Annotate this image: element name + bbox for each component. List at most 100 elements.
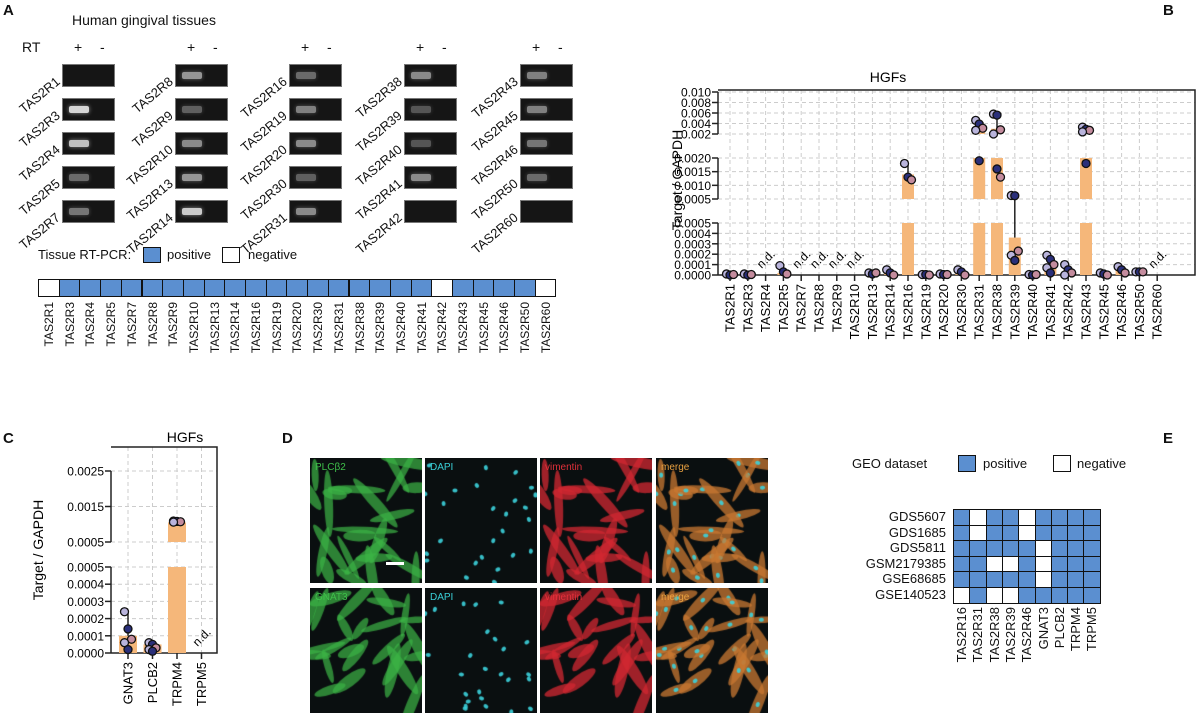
- microscopy-image: merge: [656, 588, 768, 713]
- data-point: [899, 158, 910, 169]
- bar: [1080, 223, 1092, 275]
- bar: [1080, 158, 1092, 199]
- channel-label: vimentin: [545, 462, 583, 473]
- data-point: [1031, 269, 1041, 280]
- geo-column-label: TAS2R39: [1002, 607, 1018, 663]
- strip-label: TAS2R14: [228, 302, 243, 354]
- strip-cell: [348, 279, 371, 297]
- geo-column-label: TAS2R16: [954, 607, 969, 663]
- geo-column-label: GNAT3: [1035, 607, 1051, 650]
- gel-band: [411, 140, 431, 147]
- x-tick-label: TAS2R13: [865, 284, 880, 339]
- x-tick-label: TAS2R50: [1132, 284, 1147, 339]
- rt-minus-label: -: [100, 39, 105, 55]
- geo-cell: [1067, 540, 1085, 557]
- y-tick-label: 0.0001: [674, 258, 711, 272]
- geo-cell: [969, 524, 988, 542]
- strip-label: TAS2R4: [83, 302, 98, 347]
- strip-label: TAS2R16: [249, 302, 263, 354]
- strip-label: TAS2R60: [538, 302, 553, 354]
- x-tick-label: TAS2R60: [1150, 284, 1165, 339]
- data-point: [971, 125, 981, 135]
- geo-cell: [1083, 524, 1102, 542]
- microscopy-canvas: [310, 588, 422, 713]
- gel-image: [404, 64, 457, 87]
- geo-legend-negative-label: negative: [1077, 456, 1127, 471]
- strip-label: TAS2R19: [269, 302, 284, 354]
- strip-label: TAS2R42: [435, 302, 450, 354]
- strip-cell: [265, 279, 288, 297]
- strip-cell: [452, 279, 474, 297]
- geo-cell: [985, 555, 1004, 573]
- strip-label: TAS2R40: [393, 302, 408, 354]
- data-point: [1081, 158, 1091, 169]
- x-tick-label: TAS2R43: [1079, 284, 1094, 339]
- strip-label: TAS2R7: [124, 302, 139, 347]
- strip-cell: [38, 279, 60, 297]
- x-tick-label: TAS2R45: [1096, 284, 1111, 339]
- geo-cell: [953, 509, 971, 526]
- geo-cell: [1034, 555, 1053, 573]
- channel-label: PLCβ2: [315, 462, 346, 473]
- strip-label: TAS2R3: [62, 302, 77, 347]
- strip-cell: [514, 279, 536, 297]
- gel-image: [520, 132, 573, 155]
- gel-band: [527, 140, 547, 147]
- rt-minus-label: -: [442, 39, 447, 55]
- geo-legend-positive-label: positive: [983, 456, 1028, 471]
- geo-cell: [1067, 509, 1085, 526]
- y-tick-label: 0.0005: [67, 561, 104, 575]
- gel-band: [69, 208, 89, 215]
- geo-cell: [969, 571, 988, 588]
- microscopy-image: vimentin: [540, 588, 652, 713]
- bar: [902, 223, 914, 275]
- channel-label: DAPI: [430, 462, 454, 473]
- gel-band: [411, 72, 431, 79]
- nd-label: n.d.: [843, 247, 867, 271]
- x-tick-label: TAS2R9: [829, 284, 844, 332]
- geo-row-label: GSE68685: [882, 571, 946, 586]
- gel-image: [62, 132, 115, 155]
- geo-column-label: TRPM4: [1068, 607, 1084, 652]
- gel-image: [62, 64, 115, 87]
- geo-column-label: TAS2R38: [986, 607, 1002, 663]
- x-tick-label: TAS2R39: [1007, 284, 1022, 339]
- strip-cell: [162, 279, 184, 297]
- data-point: [168, 517, 179, 527]
- gel-image: [520, 64, 573, 87]
- panel-label-e: E: [1163, 430, 1174, 447]
- microscopy-image: DAPI: [425, 588, 537, 713]
- bar: [991, 223, 1003, 275]
- gel-image: [289, 166, 342, 189]
- strip-cell: [369, 279, 391, 297]
- strip-cell: [410, 279, 433, 297]
- microscopy-canvas: [540, 588, 652, 713]
- gel-image: [520, 200, 573, 223]
- x-tick-label: TRPM4: [170, 662, 185, 706]
- gel-image: [175, 98, 228, 121]
- geo-row-label: GSE140523: [875, 586, 946, 602]
- y-tick-label: 0.0015: [674, 165, 711, 179]
- strip-label: TAS2R39: [373, 302, 388, 354]
- gel-band: [182, 72, 202, 79]
- panel-label-c: C: [3, 430, 14, 447]
- data-point: [992, 110, 1002, 120]
- geo-cell: [985, 509, 1004, 526]
- gel-image: [175, 200, 228, 223]
- x-tick-label: TAS2R19: [918, 284, 933, 339]
- gel-band: [69, 174, 89, 181]
- strip-cell: [534, 279, 557, 297]
- gel-image: [404, 132, 457, 155]
- geo-cell: [1083, 571, 1102, 588]
- geo-cell: [985, 524, 1004, 542]
- gel-band: [182, 106, 202, 113]
- gel-band: [527, 174, 547, 181]
- gel-band: [296, 208, 316, 215]
- channel-label: vimentin: [545, 592, 583, 603]
- microscopy-image: GNAT3: [310, 588, 422, 713]
- strip-label: TAS2R8: [145, 302, 160, 347]
- legend-negative-swatch: [222, 247, 240, 263]
- y-tick-label: 0.0020: [674, 152, 711, 166]
- strip-cell: [58, 279, 81, 297]
